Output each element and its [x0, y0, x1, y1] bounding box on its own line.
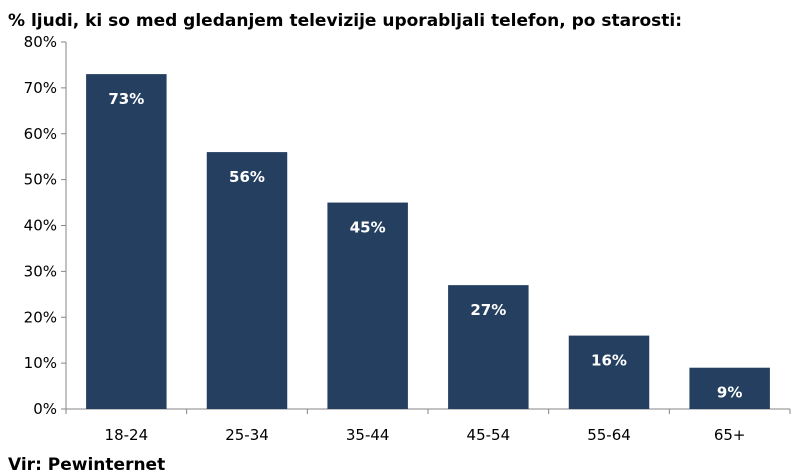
chart-title: % ljudi, ki so med gledanjem televizije …	[8, 11, 682, 31]
bar	[327, 202, 408, 409]
y-tick-label: 40%	[24, 217, 57, 235]
category-label: 45-54	[467, 426, 511, 444]
data-label: 56%	[229, 168, 265, 186]
data-label: 45%	[350, 219, 386, 237]
y-tick-label: 70%	[24, 79, 57, 97]
category-label: 55-64	[587, 426, 631, 444]
bar	[206, 152, 288, 409]
data-label: 73%	[108, 90, 144, 108]
y-tick-label: 10%	[24, 354, 57, 372]
category-label: 25-34	[225, 426, 269, 444]
y-tick-label: 20%	[24, 308, 57, 326]
bar	[448, 285, 529, 409]
data-label: 27%	[470, 301, 506, 319]
y-tick-label: 30%	[24, 262, 57, 280]
y-tick-label: 80%	[24, 33, 57, 51]
source-note: Vir: Pewinternet	[8, 455, 165, 475]
category-label: 18-24	[105, 426, 149, 444]
bar	[689, 367, 770, 409]
data-label: 9%	[717, 384, 742, 402]
data-label: 16%	[591, 352, 627, 370]
plot-area: 0% 10% 20% 30% 40% 50% 60% 70% 80% 73% 18-24 56% 25-…	[24, 33, 791, 444]
category-label: 65+	[714, 426, 746, 444]
y-tick-label: 0%	[33, 400, 57, 418]
y-tick-label: 60%	[24, 125, 57, 143]
bar	[568, 335, 650, 409]
bar	[86, 74, 167, 410]
category-label: 35-44	[346, 426, 390, 444]
y-tick-label: 50%	[24, 171, 57, 189]
